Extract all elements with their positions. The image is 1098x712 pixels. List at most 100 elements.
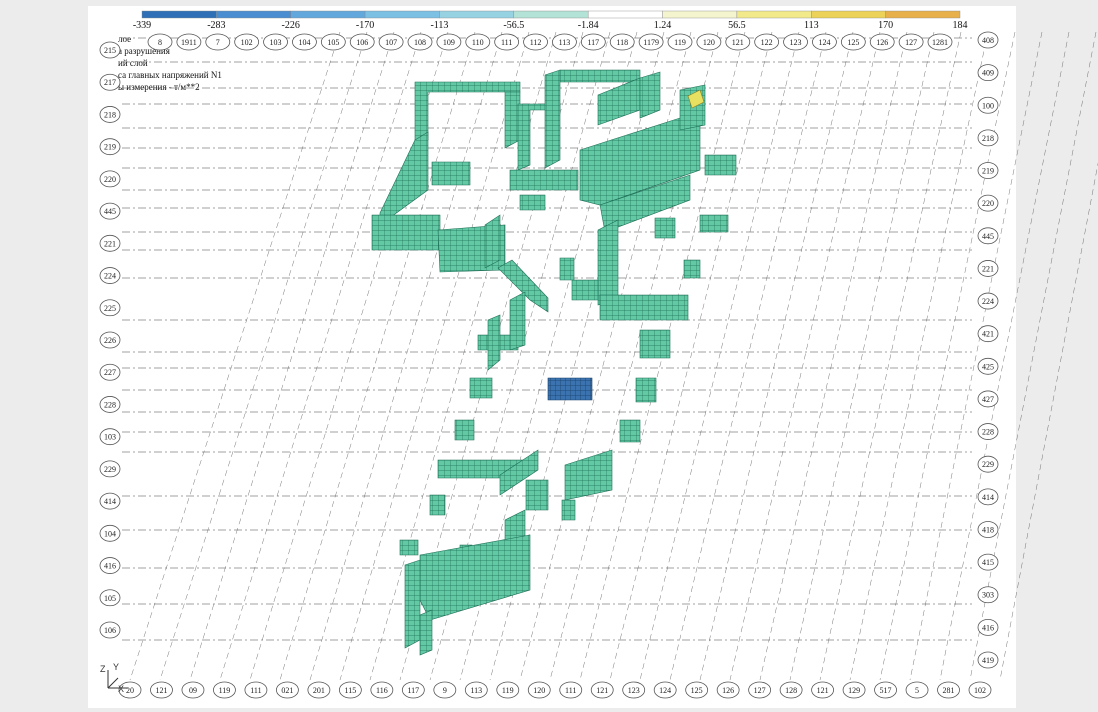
axis-label: 115 xyxy=(345,686,357,695)
wall-segment[interactable] xyxy=(639,71,661,119)
wall-segment[interactable] xyxy=(399,539,419,556)
axis-label-bubble: 427 xyxy=(977,390,999,408)
axis-label-bubble: 102 xyxy=(234,33,260,51)
axis-label-bubble: 100 xyxy=(977,96,999,114)
wall-segment[interactable] xyxy=(509,291,526,351)
color-scale-swatch xyxy=(439,10,515,19)
axis-label: 021 xyxy=(281,686,293,695)
wall-segment[interactable] xyxy=(597,219,619,306)
wall-segment[interactable] xyxy=(414,81,521,149)
color-scale-swatch xyxy=(662,10,738,19)
axis-label: 228 xyxy=(982,428,994,437)
wall-segment[interactable] xyxy=(379,131,429,226)
wall-segment[interactable] xyxy=(639,329,671,359)
axis-grid xyxy=(122,31,1098,681)
wall-segment[interactable] xyxy=(525,479,549,511)
wall-segment[interactable] xyxy=(469,377,493,399)
wall-segment[interactable] xyxy=(519,194,546,211)
wall-segment[interactable] xyxy=(599,294,689,321)
right-axis-labels: 408 409 100 218 219 220 445 221 224 421 425 427 228 2… xyxy=(977,31,999,669)
grid-line-diagonal xyxy=(339,31,530,681)
axis-label: 224 xyxy=(982,297,994,306)
axis-label-bubble: 120 xyxy=(527,681,551,699)
grid-line-diagonal xyxy=(219,31,422,681)
grid-line-diagonal xyxy=(999,162,1098,681)
axis-label-bubble: 127 xyxy=(898,33,924,51)
color-scale-swatch xyxy=(885,10,961,19)
axis-label-bubble: 121 xyxy=(811,681,834,699)
axis-label: 117 xyxy=(407,686,419,695)
wall-segment[interactable] xyxy=(559,257,575,281)
wall-segment[interactable] xyxy=(619,419,641,443)
axis-label-bubble: 129 xyxy=(842,681,866,699)
wall-segment[interactable] xyxy=(599,174,691,233)
axis-label: 106 xyxy=(356,38,368,47)
wall-segment[interactable] xyxy=(544,69,561,169)
axis-label: 112 xyxy=(530,38,542,47)
axis-label: 221 xyxy=(104,239,116,248)
fe-model-walls[interactable] xyxy=(371,69,737,656)
axis-label: 100 xyxy=(982,101,994,110)
wall-segment[interactable] xyxy=(499,449,539,496)
axis-label-bubble: 219 xyxy=(99,138,121,156)
axis-label-bubble: 229 xyxy=(99,460,121,478)
wall-segment[interactable] xyxy=(419,609,433,656)
wall-segment[interactable] xyxy=(547,377,593,401)
axis-label-bubble: 9 xyxy=(433,681,457,699)
axis-label: 201 xyxy=(313,686,325,695)
axis-label-bubble: 113 xyxy=(464,681,488,699)
axis-y-label: Y xyxy=(113,662,119,672)
axis-label: 111 xyxy=(565,686,576,695)
wall-segment[interactable] xyxy=(597,77,641,126)
wall-segment[interactable] xyxy=(487,314,501,371)
axis-label-bubble: 416 xyxy=(99,557,121,574)
axis-label-bubble: 219 xyxy=(977,162,999,179)
axis-label-bubble: 111 xyxy=(559,681,583,699)
axis-label-bubble: 224 xyxy=(99,267,121,284)
axis-label: 124 xyxy=(818,38,830,47)
axis-label-bubble: 103 xyxy=(99,428,121,446)
axis-label: 425 xyxy=(982,362,994,371)
axis-label: 121 xyxy=(155,686,167,695)
left-axis-labels: 215 217 218 219 220 445 221 224 225 226 227 228 103 2… xyxy=(99,41,121,639)
wall-segment[interactable] xyxy=(484,214,501,269)
axis-label: 409 xyxy=(982,69,994,78)
wall-segment[interactable] xyxy=(683,259,701,279)
axis-label: 09 xyxy=(189,686,197,695)
axis-label: 111 xyxy=(501,38,512,47)
wall-segment[interactable] xyxy=(454,419,475,441)
wall-segment[interactable] xyxy=(371,214,441,251)
wall-segment[interactable] xyxy=(687,89,705,109)
color-scale-label: 1.24 xyxy=(654,20,672,31)
grid-line-diagonal xyxy=(729,31,881,681)
wall-segment[interactable] xyxy=(404,559,421,649)
wall-segment[interactable] xyxy=(419,534,531,621)
grid-line-diagonal xyxy=(879,31,1016,681)
color-scale-swatch xyxy=(513,10,589,19)
color-scale-swatch xyxy=(811,10,886,19)
axis-label-bubble: 1281 xyxy=(927,33,953,51)
wall-segment[interactable] xyxy=(431,161,471,186)
wall-segment[interactable] xyxy=(564,449,613,501)
axis-label: 217 xyxy=(104,78,116,87)
wall-segment[interactable] xyxy=(699,214,729,233)
axis-label-bubble: 124 xyxy=(812,33,837,51)
wall-segment[interactable] xyxy=(559,69,641,83)
wall-segment[interactable] xyxy=(571,279,599,301)
wall-segment[interactable] xyxy=(509,169,579,191)
grid-line-diagonal xyxy=(699,31,854,681)
axis-label-bubble: 119 xyxy=(667,33,693,51)
axis-label: 224 xyxy=(104,272,116,281)
wall-segment[interactable] xyxy=(429,494,446,516)
axis-label: 120 xyxy=(533,686,545,695)
axis-label: 127 xyxy=(905,38,917,47)
wall-segment[interactable] xyxy=(654,217,676,239)
axis-label: 414 xyxy=(982,493,994,502)
axis-label: 121 xyxy=(596,686,608,695)
wall-segment[interactable] xyxy=(704,154,737,176)
wall-segment[interactable] xyxy=(635,377,657,403)
axis-label-bubble: 201 xyxy=(307,681,331,699)
legend-line-2: а разрушения xyxy=(118,46,170,56)
wall-segment[interactable] xyxy=(561,499,576,521)
